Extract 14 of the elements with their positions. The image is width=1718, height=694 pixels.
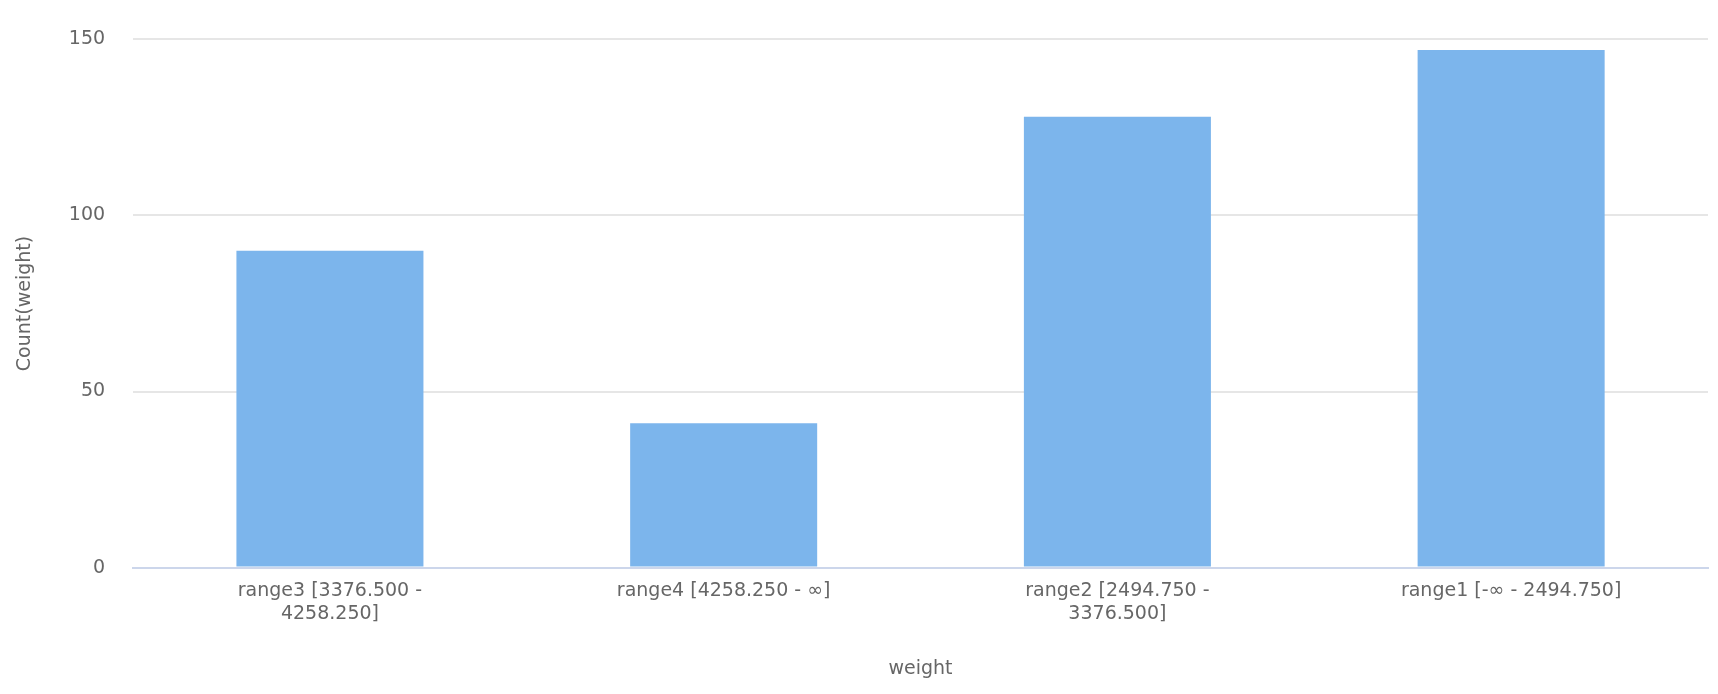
bar bbox=[1417, 49, 1605, 567]
x-axis-title: weight bbox=[888, 655, 953, 678]
y-tick-label: 100 bbox=[68, 202, 106, 225]
bar bbox=[630, 423, 818, 567]
x-tick-label: range3 [3376.500 - 4258.250] bbox=[237, 577, 423, 623]
x-tick-label: range1 [-∞ - 2494.750] bbox=[1400, 577, 1622, 600]
x-tick-label: range4 [4258.250 - ∞] bbox=[616, 577, 831, 600]
y-tick-label: 150 bbox=[68, 26, 106, 49]
x-tick-label: range2 [2494.750 - 3376.500] bbox=[1025, 577, 1210, 623]
y-axis-title: Count(weight) bbox=[12, 235, 35, 372]
bar bbox=[1023, 116, 1211, 567]
y-tick-label: 0 bbox=[92, 554, 106, 577]
y-tick-label: 50 bbox=[80, 378, 106, 401]
bar bbox=[236, 250, 424, 567]
